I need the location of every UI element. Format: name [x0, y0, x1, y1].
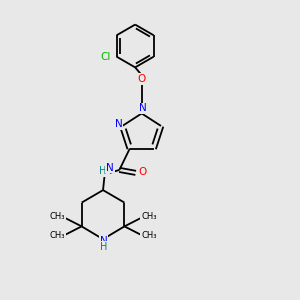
Text: N: N	[139, 103, 147, 113]
Text: N: N	[106, 163, 114, 172]
Text: CH₃: CH₃	[141, 231, 157, 240]
Text: H: H	[100, 242, 107, 252]
Text: H: H	[99, 167, 107, 176]
Text: O: O	[138, 167, 146, 177]
Text: CH₃: CH₃	[50, 231, 65, 240]
Text: CH₃: CH₃	[141, 212, 157, 221]
Text: N: N	[115, 119, 123, 129]
Text: N: N	[100, 236, 107, 246]
Text: O: O	[138, 74, 146, 84]
Text: CH₃: CH₃	[50, 212, 65, 221]
Text: Cl: Cl	[100, 52, 110, 62]
